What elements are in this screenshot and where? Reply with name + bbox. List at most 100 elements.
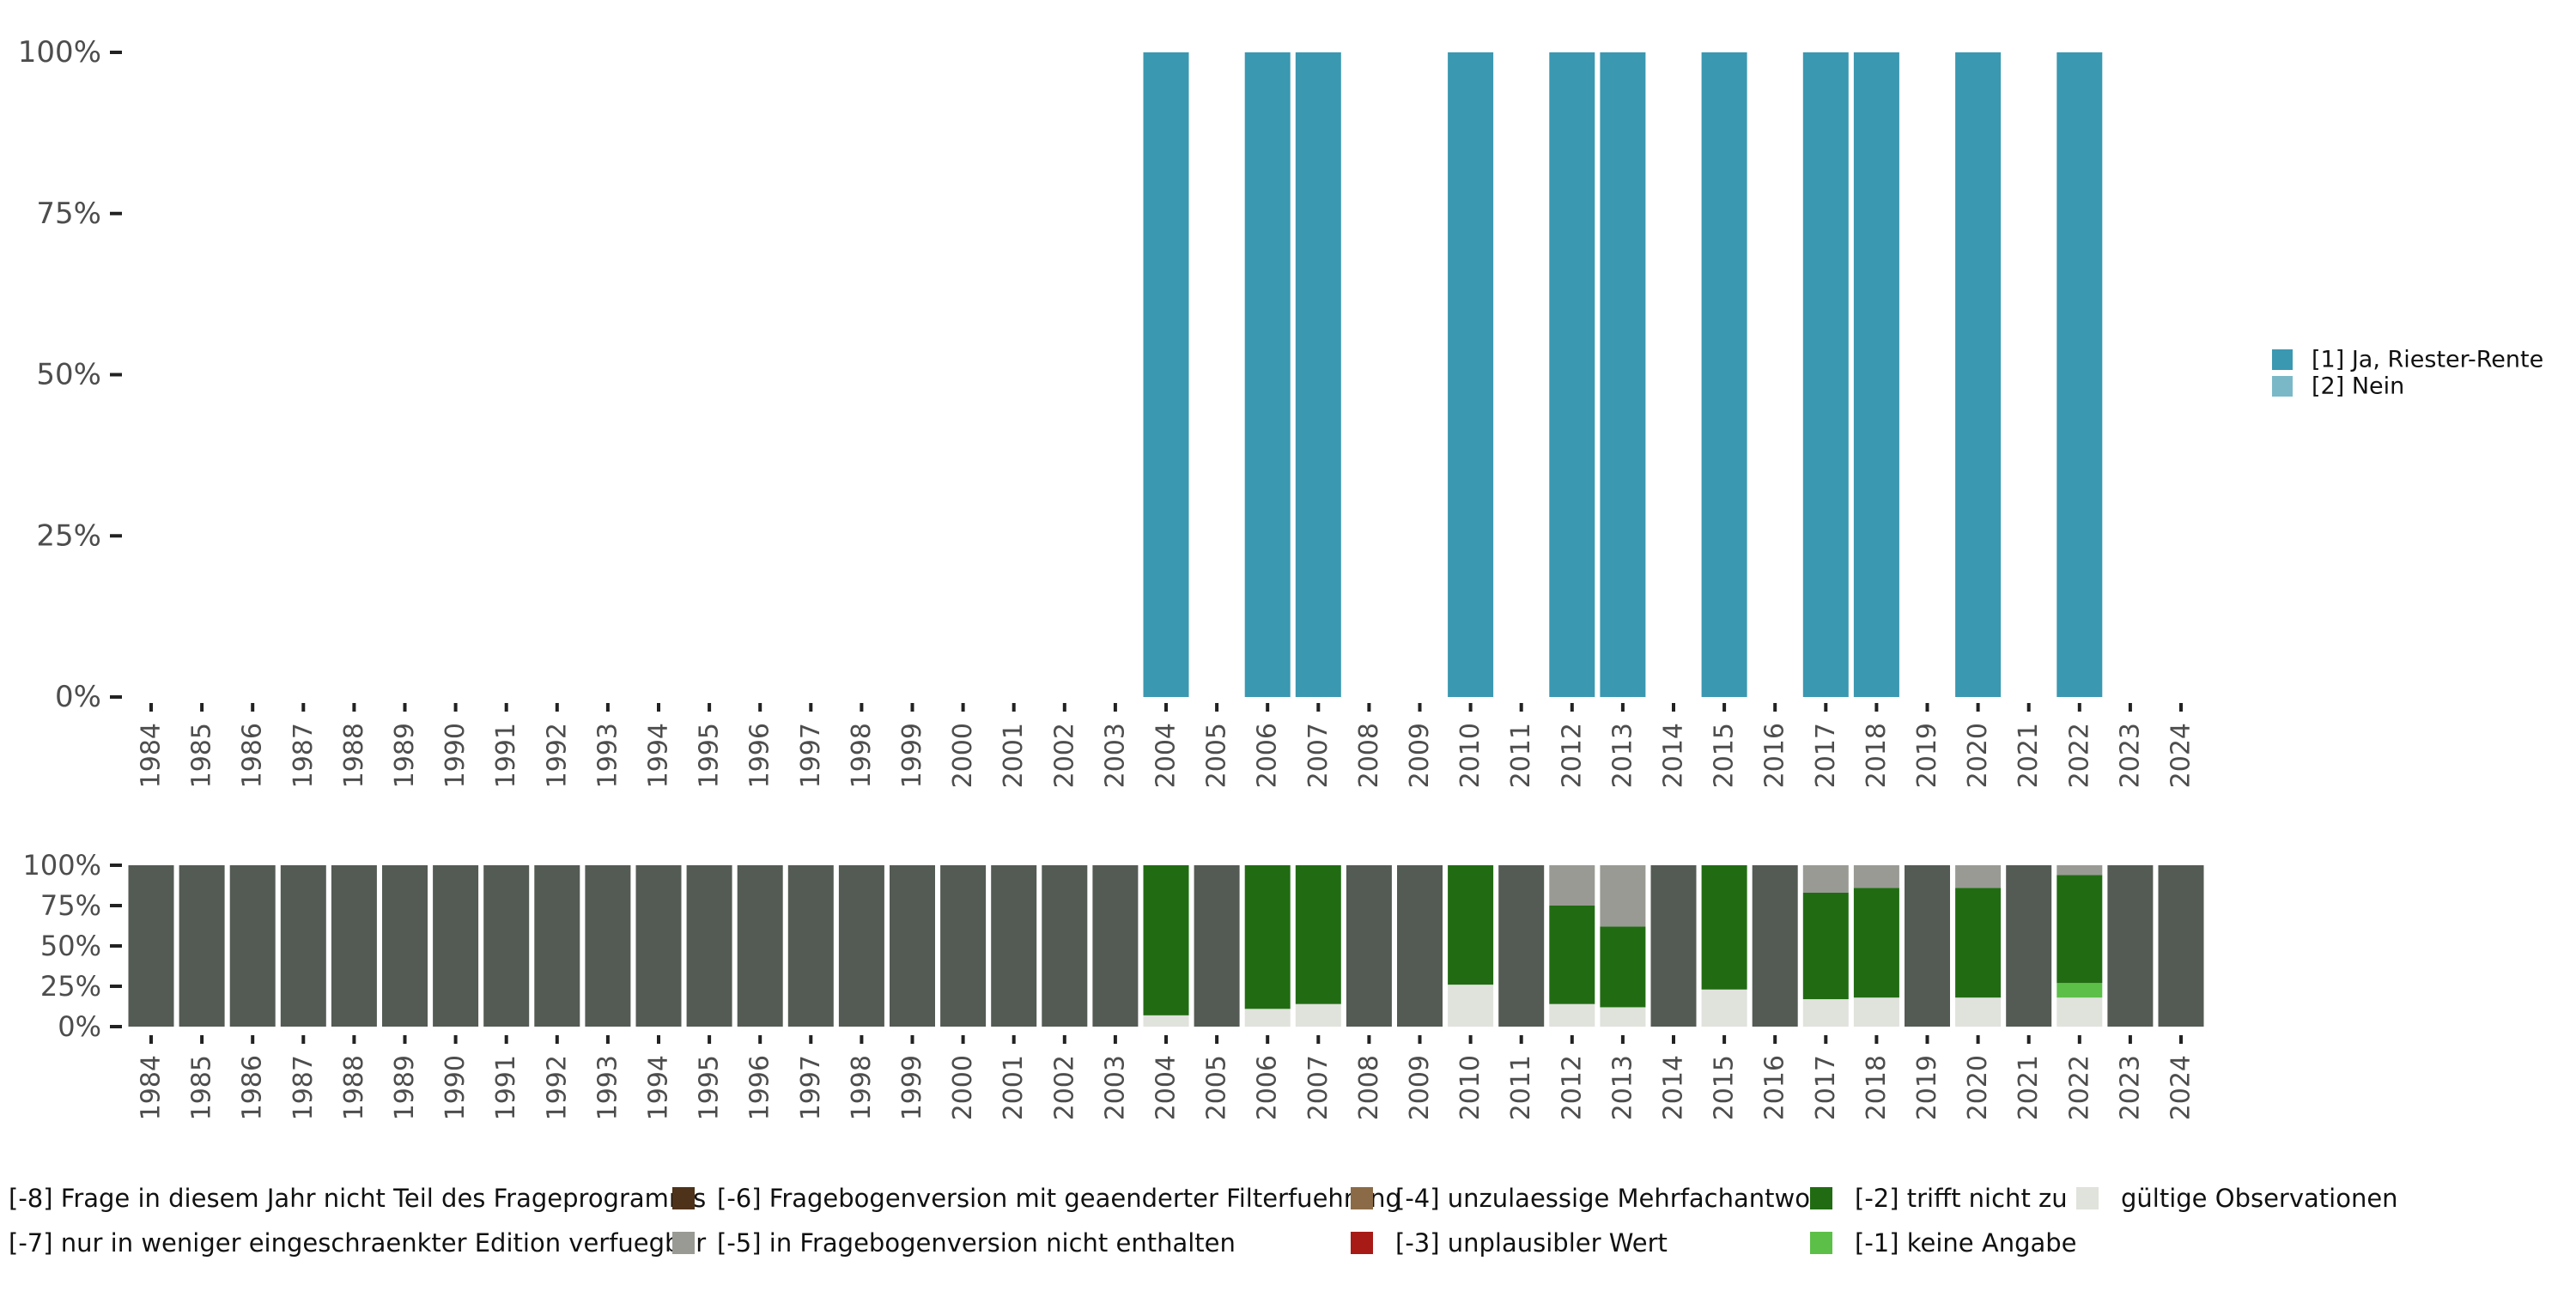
legend-label: [-3] unplausibler Wert (1395, 1228, 1668, 1258)
bar (838, 865, 884, 1027)
x-tick-label: 1997 (796, 1055, 826, 1120)
x-tick-label: 2016 (1760, 723, 1790, 788)
bar (1802, 52, 1849, 697)
x-tick-label: 2012 (1557, 723, 1587, 788)
bar (1905, 865, 1950, 1027)
x-tick-label: 1995 (695, 723, 725, 788)
x-tick-label: 2012 (1557, 1055, 1587, 1120)
bar (1600, 52, 1646, 697)
x-tick-label: 2004 (1151, 1055, 1182, 1120)
bar (1600, 926, 1646, 1008)
bar (1853, 888, 1899, 998)
x-tick-label: 2011 (1506, 723, 1536, 788)
bar (2057, 983, 2103, 998)
bar (229, 865, 276, 1027)
legend-swatch (2076, 1187, 2099, 1209)
legend-label: [2] Nein (2312, 373, 2404, 400)
legend-label: [-8] Frage in diesem Jahr nicht Teil des… (9, 1184, 706, 1213)
bar (1549, 1003, 1595, 1027)
bar (1143, 52, 1189, 697)
bar (2057, 865, 2103, 876)
bar (534, 865, 580, 1027)
legend-label: [1] Ja, Riester-Rente (2312, 347, 2543, 373)
x-tick-label: 1985 (187, 1055, 217, 1120)
x-tick-label: 1989 (390, 1055, 420, 1120)
bar (1448, 985, 1494, 1027)
x-tick-label: 1996 (745, 1055, 775, 1120)
bar (1701, 865, 1747, 990)
x-tick-label: 1990 (440, 1055, 471, 1120)
bar (635, 865, 682, 1027)
bar (179, 865, 225, 1027)
bar (1955, 865, 2002, 888)
x-tick-label: 2021 (2014, 1055, 2044, 1120)
x-tick-label: 1998 (847, 1055, 877, 1120)
x-tick-label: 1986 (238, 1055, 268, 1120)
bar (331, 865, 377, 1027)
y-tick-label: 0% (55, 680, 101, 714)
x-tick-label: 1991 (491, 1055, 521, 1120)
x-tick-label: 2017 (1811, 1055, 1841, 1120)
bar (2057, 52, 2103, 697)
bar (2057, 997, 2103, 1027)
x-tick-label: 1991 (491, 723, 521, 788)
y-tick-label: 75% (36, 197, 101, 231)
y-tick-label: 100% (23, 849, 101, 882)
bar (1955, 888, 2002, 998)
x-tick-label: 2009 (1405, 1055, 1435, 1120)
bar (1498, 865, 1545, 1027)
y-tick-label: 50% (36, 358, 101, 392)
x-tick-label: 1990 (440, 723, 471, 788)
bar (280, 865, 326, 1027)
x-tick-label: 2014 (1659, 1055, 1689, 1120)
x-tick-label: 2007 (1303, 1055, 1334, 1120)
x-tick-label: 2005 (1202, 1055, 1232, 1120)
x-tick-label: 1985 (187, 723, 217, 788)
bar (1752, 865, 1798, 1027)
x-tick-label: 2006 (1253, 723, 1283, 788)
x-tick-label: 2023 (2115, 723, 2145, 788)
x-tick-label: 2004 (1151, 723, 1182, 788)
y-tick-label: 100% (18, 35, 101, 70)
bar (991, 865, 1037, 1027)
x-tick-label: 2019 (1912, 723, 1942, 788)
bar (1600, 865, 1646, 927)
bar (433, 865, 479, 1027)
bar (1346, 865, 1392, 1027)
legend-swatch (2272, 376, 2293, 397)
bar (1853, 997, 1899, 1027)
legend-swatch (672, 1187, 695, 1209)
bar (1194, 865, 1240, 1027)
bar (2158, 865, 2204, 1027)
x-tick-label: 1993 (592, 1055, 623, 1120)
x-tick-label: 2015 (1710, 1055, 1740, 1120)
x-tick-label: 2005 (1202, 723, 1232, 788)
x-tick-label: 2009 (1405, 723, 1435, 788)
bar (585, 865, 631, 1027)
bar (940, 865, 987, 1027)
x-tick-label: 2002 (1049, 723, 1079, 788)
legend-swatch (2272, 349, 2293, 370)
bar (1650, 865, 1697, 1027)
x-tick-label: 1992 (542, 1055, 572, 1120)
x-tick-label: 1996 (745, 723, 775, 788)
bar (1802, 865, 1849, 893)
bar (1448, 52, 1494, 697)
x-tick-label: 1988 (339, 723, 369, 788)
x-tick-label: 2018 (1862, 1055, 1892, 1120)
bar (2006, 865, 2052, 1027)
legend-label: [-1] keine Angabe (1855, 1228, 2077, 1258)
x-tick-label: 1992 (542, 723, 572, 788)
legend-swatch (1810, 1187, 1832, 1209)
bar (2057, 875, 2103, 984)
legend-label: [-2] trifft nicht zu (1855, 1184, 2068, 1213)
bar (1802, 892, 1849, 1000)
bar (737, 865, 783, 1027)
bar (1448, 865, 1494, 985)
x-tick-label: 1999 (897, 1055, 927, 1120)
legend-label: [-5] in Fragebogenversion nicht enthalte… (717, 1228, 1236, 1258)
x-tick-label: 2010 (1455, 1055, 1485, 1120)
bar (1600, 1007, 1646, 1027)
x-tick-label: 2020 (1963, 1055, 1993, 1120)
